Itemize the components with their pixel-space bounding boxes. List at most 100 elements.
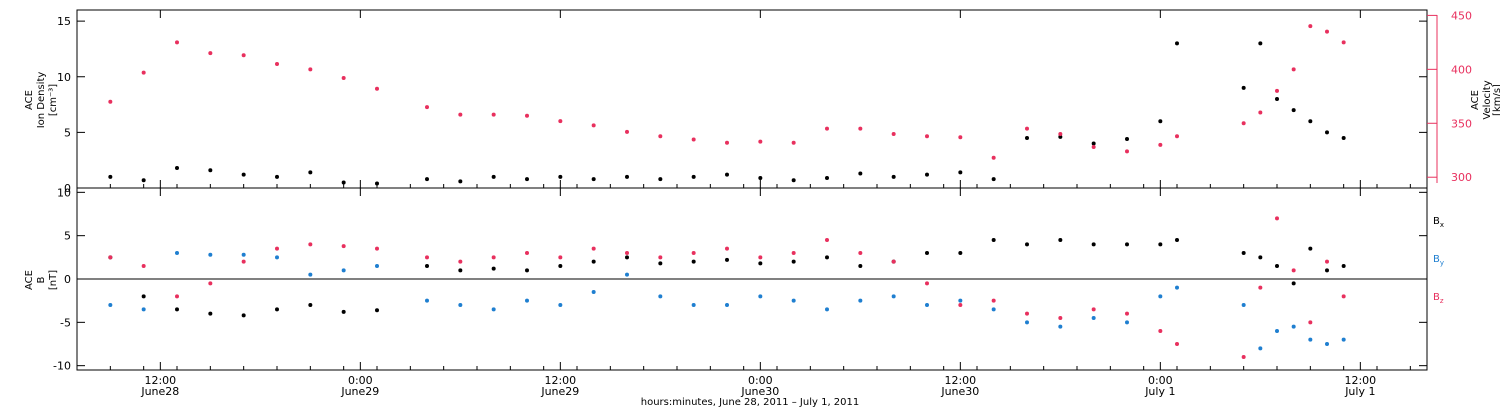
by-point [991, 307, 996, 312]
by-point [825, 307, 829, 312]
top-ylabel-left-2: Ion Density [36, 72, 47, 129]
bottom-ytick-label: -10 [53, 360, 71, 373]
density-point [725, 172, 729, 177]
bx-point [241, 313, 246, 318]
density-point [1325, 130, 1329, 135]
bx-point [175, 307, 179, 312]
density-point [458, 179, 463, 184]
bx-point [1291, 281, 1296, 286]
density-point [308, 170, 313, 175]
by-point [1325, 342, 1329, 346]
ticks-layer: 051015300350400450-10-5051012:00June280:… [53, 9, 1472, 398]
bx-point [275, 307, 279, 312]
velocity-point [1025, 126, 1029, 131]
bz-point [691, 251, 696, 255]
velocity-point [1058, 132, 1063, 137]
x-tick-day-label: July 1 [1144, 385, 1175, 398]
velocity-point [1258, 110, 1263, 115]
density-point [275, 174, 279, 179]
density-point [241, 172, 246, 177]
by-point [1175, 285, 1179, 290]
bz-point [1125, 311, 1129, 316]
bx-point [658, 261, 663, 266]
velocity-point [241, 53, 246, 58]
x-tick-time-label: 12:00 [544, 374, 576, 387]
bx-point [1025, 242, 1029, 247]
density-point [108, 174, 113, 179]
density-point [991, 177, 996, 182]
bx-point [1325, 268, 1329, 273]
bz-point [375, 246, 379, 251]
velocity-point [1291, 67, 1296, 72]
by-point [958, 298, 963, 303]
density-point [1175, 41, 1179, 46]
bz-point [1058, 316, 1063, 320]
by-point [425, 298, 429, 303]
legend-bx: Bx [1433, 216, 1444, 229]
velocity-point [991, 155, 996, 160]
bz-point [558, 255, 563, 260]
by-point [108, 303, 113, 307]
velocity-point [658, 134, 663, 139]
velocity-point [141, 70, 146, 75]
bx-point [208, 311, 213, 316]
x-tick-day-label: June29 [540, 385, 579, 398]
bz-point [825, 238, 829, 242]
density-point [891, 174, 896, 179]
top-ytick-right-label: 350 [1451, 117, 1472, 130]
top-ytick-right-label: 300 [1451, 171, 1472, 184]
bx-point [425, 264, 429, 268]
velocity-point [375, 86, 379, 91]
velocity-point [691, 137, 696, 142]
by-point [1025, 320, 1029, 325]
legend-bz: Bz [1433, 292, 1444, 305]
density-point [658, 177, 663, 182]
by-point [1091, 316, 1096, 320]
bz-point [425, 255, 429, 260]
density-point [758, 175, 763, 180]
bz-point [175, 294, 179, 299]
velocity-point [1241, 121, 1246, 126]
bz-point [991, 298, 996, 303]
by-point [558, 303, 563, 307]
bz-point [758, 255, 763, 260]
bz-point [1308, 320, 1313, 325]
by-point [791, 298, 796, 303]
top-ylabel-left-1: ACE [24, 90, 35, 110]
velocity-point [491, 112, 496, 117]
bz-point [1025, 311, 1029, 316]
density-point [1341, 135, 1346, 140]
x-tick-time-label: 0:00 [348, 374, 373, 387]
bx-point [1091, 242, 1096, 247]
bz-point [891, 259, 896, 264]
by-point [141, 307, 146, 312]
bz-point [525, 251, 529, 255]
bz-point [241, 259, 246, 264]
bz-point [958, 303, 963, 307]
bx-point [1175, 238, 1179, 242]
bx-point [725, 257, 729, 262]
bottom-ytick-label: 0 [64, 273, 71, 286]
by-point [625, 272, 629, 277]
bz-point [858, 251, 863, 255]
density-point [591, 177, 596, 182]
by-point [891, 294, 896, 299]
bx-point [1158, 242, 1163, 247]
velocity-point [758, 139, 763, 144]
velocity-point [1158, 142, 1163, 147]
bottom-ytick-label: 5 [64, 230, 71, 243]
top-ytick-label: 10 [57, 71, 71, 84]
by-point [691, 303, 696, 307]
density-point [691, 174, 696, 179]
x-axis-label: hours:minutes, June 28, 2011 – July 1, 2… [641, 397, 860, 408]
bx-point [1058, 238, 1063, 242]
density-point [141, 178, 146, 183]
density-point [825, 175, 829, 180]
by-point [491, 307, 496, 312]
density-point [525, 177, 529, 182]
bz-point [491, 255, 496, 260]
bz-point [658, 255, 663, 260]
velocity-point [458, 112, 463, 117]
bx-point [1308, 246, 1313, 251]
bx-point [341, 309, 346, 314]
